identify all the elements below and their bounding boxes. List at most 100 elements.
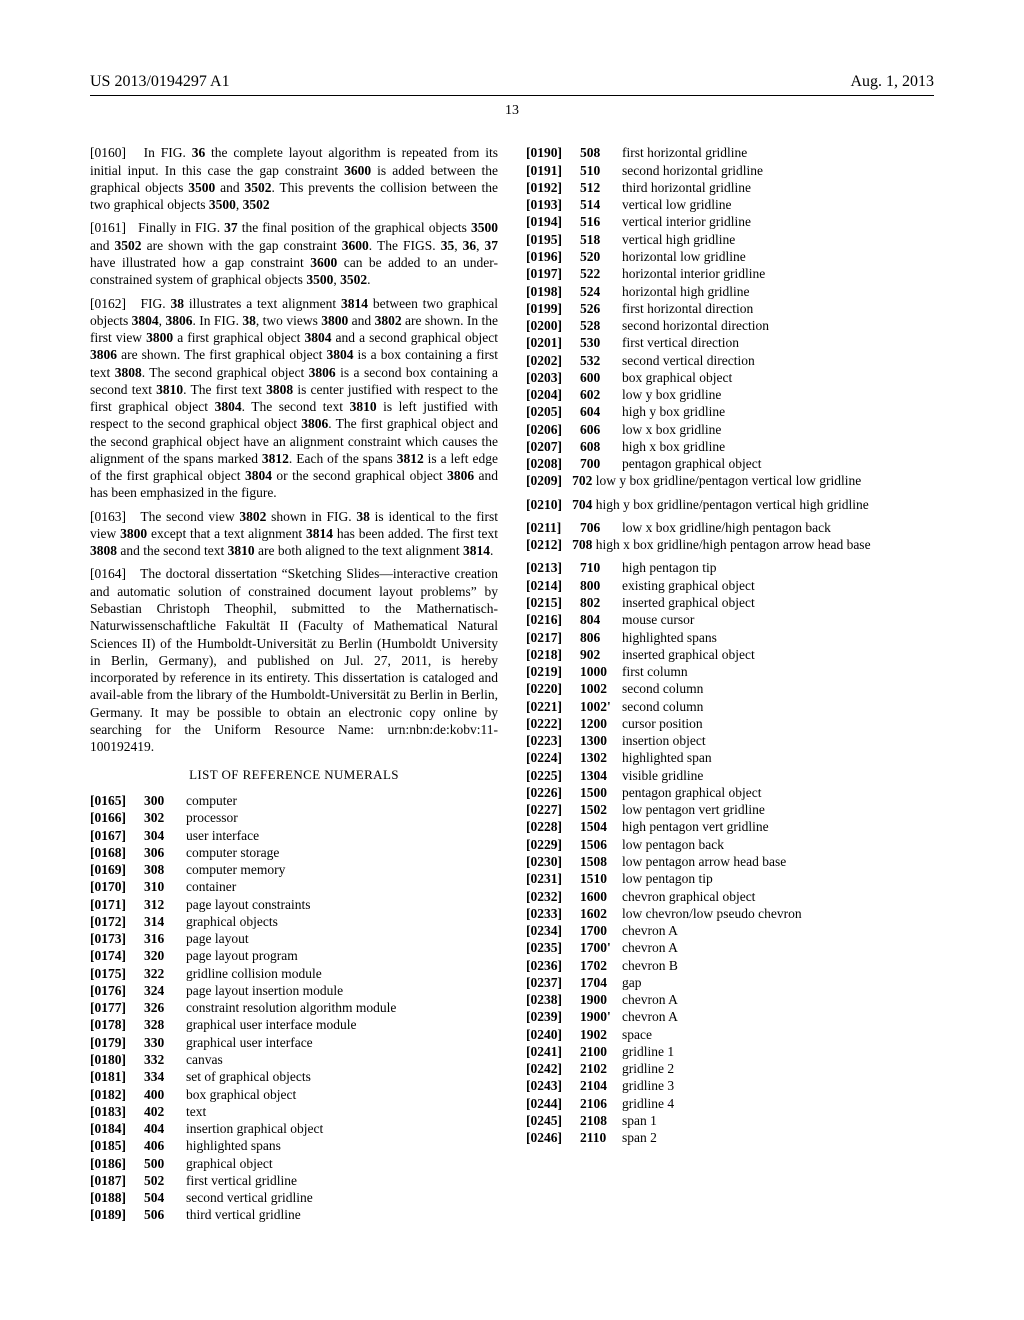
- reference-description: low chevron/low pseudo chevron: [622, 905, 934, 922]
- reference-description: gridline 2: [622, 1060, 934, 1077]
- reference-number: 800: [580, 577, 622, 594]
- reference-number: 1510: [580, 870, 622, 887]
- reference-number: 1700': [580, 939, 622, 956]
- reference-description: container: [186, 878, 498, 895]
- reference-row: [0173]316page layout: [90, 930, 498, 947]
- publication-number: US 2013/0194297 A1: [90, 72, 230, 92]
- reference-number: 310: [144, 878, 186, 895]
- reference-description: gridline 1: [622, 1043, 934, 1060]
- reference-description: first vertical direction: [622, 334, 934, 351]
- reference-index: [0196]: [526, 248, 580, 265]
- reference-description: set of graphical objects: [186, 1068, 498, 1085]
- reference-row: [0231]1510low pentagon tip: [526, 870, 934, 887]
- reference-number: 530: [580, 334, 622, 351]
- reference-number: 308: [144, 861, 186, 878]
- reference-row: [0208]700pentagon graphical object: [526, 455, 934, 472]
- reference-description: first vertical gridline: [186, 1172, 498, 1189]
- reference-index: [0214]: [526, 577, 580, 594]
- reference-number: 804: [580, 611, 622, 628]
- reference-description: vertical interior gridline: [622, 213, 934, 230]
- reference-index: [0237]: [526, 974, 580, 991]
- reference-index: [0205]: [526, 403, 580, 420]
- reference-numerals-heading: LIST OF REFERENCE NUMERALS: [90, 767, 498, 784]
- reference-number: 514: [580, 196, 622, 213]
- reference-description: computer: [186, 792, 498, 809]
- reference-number: 328: [144, 1016, 186, 1033]
- reference-index: [0173]: [90, 930, 144, 947]
- reference-description: insertion object: [622, 732, 934, 749]
- reference-number: 510: [580, 162, 622, 179]
- reference-description: computer memory: [186, 861, 498, 878]
- reference-description: mouse cursor: [622, 611, 934, 628]
- reference-index: [0169]: [90, 861, 144, 878]
- reference-row: [0221]1002'second column: [526, 698, 934, 715]
- reference-description: text: [186, 1103, 498, 1120]
- reference-index: [0246]: [526, 1129, 580, 1146]
- reference-row: [0167]304user interface: [90, 827, 498, 844]
- reference-description: gridline 3: [622, 1077, 934, 1094]
- reference-row: [0168]306computer storage: [90, 844, 498, 861]
- reference-number: 2104: [580, 1077, 622, 1094]
- reference-description: low pentagon vert gridline: [622, 801, 934, 818]
- reference-index: [0219]: [526, 663, 580, 680]
- reference-number: 1702: [580, 957, 622, 974]
- reference-index: [0217]: [526, 629, 580, 646]
- reference-index: [0239]: [526, 1008, 580, 1025]
- reference-number: 1704: [580, 974, 622, 991]
- reference-number: 406: [144, 1137, 186, 1154]
- reference-row: [0176]324page layout insertion module: [90, 982, 498, 999]
- reference-number: 1002': [580, 698, 622, 715]
- reference-description: first horizontal gridline: [622, 144, 934, 161]
- reference-index: [0234]: [526, 922, 580, 939]
- reference-index: [0203]: [526, 369, 580, 386]
- reference-row: [0205]604high y box gridline: [526, 403, 934, 420]
- reference-index: [0166]: [90, 809, 144, 826]
- reference-row: [0200]528second horizontal direction: [526, 317, 934, 334]
- reference-index: [0189]: [90, 1206, 144, 1223]
- reference-index: [0198]: [526, 283, 580, 300]
- reference-row: [0216]804mouse cursor: [526, 611, 934, 628]
- reference-row: [0186]500graphical object: [90, 1155, 498, 1172]
- reference-number: 1900': [580, 1008, 622, 1025]
- reference-row: [0188]504second vertical gridline: [90, 1189, 498, 1206]
- reference-number: 1504: [580, 818, 622, 835]
- reference-index: [0185]: [90, 1137, 144, 1154]
- reference-description: inserted graphical object: [622, 646, 934, 663]
- reference-number: 1602: [580, 905, 622, 922]
- reference-row: [0197]522horizontal interior gridline: [526, 265, 934, 282]
- reference-index: [0225]: [526, 767, 580, 784]
- reference-row: [0204]602low y box gridline: [526, 386, 934, 403]
- reference-number: 1304: [580, 767, 622, 784]
- reference-index: [0223]: [526, 732, 580, 749]
- reference-row: [0212] 708 high x box gridline/high pent…: [526, 536, 934, 553]
- reference-index: [0244]: [526, 1095, 580, 1112]
- reference-index: [0182]: [90, 1086, 144, 1103]
- reference-number: 2110: [580, 1129, 622, 1146]
- reference-number: 324: [144, 982, 186, 999]
- reference-number: 400: [144, 1086, 186, 1103]
- reference-row: [0232]1600chevron graphical object: [526, 888, 934, 905]
- reference-description: insertion graphical object: [186, 1120, 498, 1137]
- reference-index: [0208]: [526, 455, 580, 472]
- reference-row: [0244]2106gridline 4: [526, 1095, 934, 1112]
- reference-index: [0172]: [90, 913, 144, 930]
- reference-index: [0190]: [526, 144, 580, 161]
- reference-number: 1200: [580, 715, 622, 732]
- reference-row: [0233]1602low chevron/low pseudo chevron: [526, 905, 934, 922]
- reference-index: [0174]: [90, 947, 144, 964]
- reference-number: 314: [144, 913, 186, 930]
- reference-index: [0211]: [526, 519, 580, 536]
- reference-description: computer storage: [186, 844, 498, 861]
- reference-row: [0184]404insertion graphical object: [90, 1120, 498, 1137]
- reference-row: [0196]520horizontal low gridline: [526, 248, 934, 265]
- reference-index: [0243]: [526, 1077, 580, 1094]
- reference-number: 522: [580, 265, 622, 282]
- reference-number: 902: [580, 646, 622, 663]
- reference-number: 600: [580, 369, 622, 386]
- reference-description: gridline 4: [622, 1095, 934, 1112]
- reference-index: [0167]: [90, 827, 144, 844]
- reference-index: [0200]: [526, 317, 580, 334]
- reference-row: [0170]310container: [90, 878, 498, 895]
- reference-index: [0171]: [90, 896, 144, 913]
- reference-index: [0213]: [526, 559, 580, 576]
